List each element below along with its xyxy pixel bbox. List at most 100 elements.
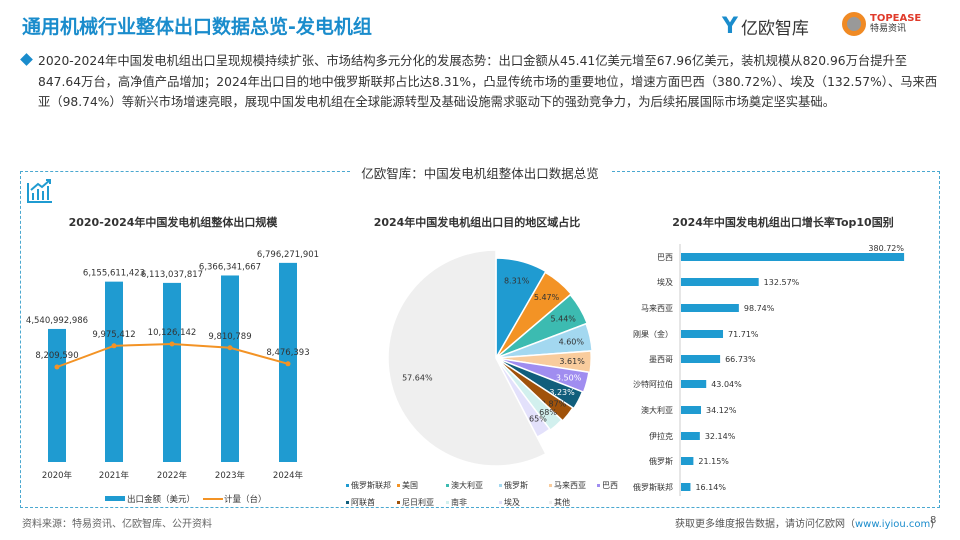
bar-label: 6,155,611,423 — [83, 269, 145, 279]
line-label: 8,209,590 — [35, 351, 78, 361]
chart2-title: 2024年中国发电机组出口目的地区域占比 — [374, 215, 581, 229]
hbar-category: 澳大利亚 — [641, 405, 673, 415]
pie-slice-6 — [495, 357, 584, 410]
chart1-title: 2020-2024年中国发电机组整体出口规模 — [69, 215, 279, 229]
panel-title: 亿欧智库：中国发电机组整体出口数据总览 — [361, 166, 599, 181]
chart-panel — [20, 171, 940, 508]
pie-legend-item: 美国 — [402, 480, 418, 490]
iyiou-logo: Y 亿欧智库 — [722, 14, 809, 39]
pie-legend-item: 埃及 — [504, 497, 520, 507]
chart-icon — [27, 179, 52, 203]
topease-logo: TOPEASE 特易资讯 — [842, 12, 921, 36]
hbar-category: 巴西 — [657, 253, 673, 262]
pie-legend-item: 巴西 — [602, 481, 618, 490]
pie-slice-1 — [495, 271, 573, 359]
pie-slice-10 — [387, 249, 547, 467]
hbar-0 — [681, 253, 905, 261]
source-note: 资料来源：特易资讯、亿欧智库、公开资料 — [22, 519, 212, 530]
legend-swatch-2 — [446, 484, 449, 487]
hbar-label: 21.15% — [698, 457, 729, 466]
x-tick: 2021年 — [99, 470, 130, 481]
pie-slice-2 — [495, 293, 589, 359]
pie-label: 2.65% — [521, 414, 547, 423]
pie-legend-item: 俄罗斯 — [504, 480, 528, 490]
hbar-category: 俄罗斯联邦 — [633, 482, 673, 492]
legend-swatch-3 — [499, 484, 502, 487]
bar-label: 6,796,271,901 — [257, 250, 319, 260]
hbar-4 — [681, 355, 721, 363]
hbar-label: 132.57% — [764, 278, 800, 287]
pie-label: 2.68% — [532, 408, 558, 417]
hbar-label: 66.73% — [725, 355, 756, 364]
pie-label: 8.31% — [504, 277, 530, 286]
legend-bar: 出口金额（美元） — [127, 494, 195, 505]
x-tick: 2023年 — [215, 470, 246, 481]
hbar-8 — [681, 457, 694, 465]
hbar-category: 刚果（金） — [633, 329, 673, 339]
line-label: 10,126,142 — [148, 328, 197, 338]
line-label: 8,476,393 — [266, 348, 309, 358]
bar-label: 6,113,037,817 — [141, 270, 203, 280]
legend-line: 计量（台） — [224, 494, 267, 505]
hbar-category: 俄罗斯 — [649, 456, 673, 466]
legend-swatch-9 — [499, 501, 502, 504]
hbar-category: 沙特阿拉伯 — [633, 379, 673, 389]
line-label: 9,810,789 — [208, 332, 251, 342]
hbar-label: 34.12% — [706, 406, 737, 415]
pie-legend-item: 澳大利亚 — [451, 480, 483, 490]
bar-2 — [163, 282, 181, 462]
pie-legend-item: 南非 — [451, 497, 467, 507]
page-number: 8 — [930, 515, 937, 526]
hbar-label: 16.14% — [695, 483, 726, 492]
chart3-title: 2024年中国发电机组出口增长率Top10国别 — [672, 215, 893, 229]
hbar-label: 32.14% — [705, 432, 736, 441]
pie-label: 3.23% — [549, 388, 575, 397]
iyiou-link[interactable]: www.iyiou.com — [855, 519, 931, 530]
line-point-2 — [169, 341, 175, 347]
page-title: 通用机械行业整体出口数据总览-发电机组 — [22, 16, 372, 38]
hbar-category: 伊拉克 — [649, 431, 673, 441]
bar-3 — [221, 275, 239, 462]
hbar-label: 380.72% — [868, 244, 904, 253]
legend-swatch-7 — [397, 501, 400, 504]
pie-legend-item: 俄罗斯联邦 — [351, 480, 391, 490]
pie-label: 3.61% — [559, 357, 585, 366]
line-point-1 — [111, 343, 117, 349]
pie-legend-item: 阿联酋 — [351, 497, 375, 507]
pie-slice-3 — [495, 322, 593, 359]
hbar-5 — [681, 380, 707, 388]
line-point-0 — [54, 364, 60, 370]
pie-label: 4.60% — [559, 337, 585, 346]
summary-text: 2020-2024年中国发电机组出口呈现规模持续扩张、市场结构多元分化的发展态势… — [20, 51, 942, 113]
x-tick: 2024年 — [273, 470, 304, 481]
pie-label: 5.44% — [550, 314, 576, 323]
hbar-2 — [681, 304, 739, 312]
hbar-9 — [681, 483, 691, 491]
line-point-4 — [285, 361, 291, 367]
hbar-label: 43.04% — [711, 380, 742, 389]
hbar-3 — [681, 330, 724, 338]
hbar-label: 98.74% — [744, 304, 775, 313]
pie-legend-item: 尼日利亚 — [402, 497, 434, 507]
more-info: 获取更多维度报告数据，请访问亿欧网（www.iyiou.com) — [675, 519, 935, 530]
pie-legend-item: 马来西亚 — [554, 481, 586, 490]
legend-swatch-8 — [446, 501, 449, 504]
bar-0 — [48, 328, 66, 462]
hbar-1 — [681, 278, 759, 286]
line-point-3 — [227, 345, 233, 351]
x-tick: 2022年 — [157, 470, 188, 481]
bar-label: 4,540,992,986 — [26, 316, 88, 326]
pie-label: 57.64% — [402, 373, 433, 382]
hbar-7 — [681, 432, 700, 440]
pie-legend-item: 其他 — [554, 497, 570, 507]
legend-swatch-5 — [597, 484, 600, 487]
line-label: 9,975,412 — [92, 330, 135, 340]
legend-swatch-1 — [397, 484, 400, 487]
legend-swatch-10 — [549, 501, 552, 504]
legend-bar-swatch — [105, 496, 125, 501]
legend-swatch-6 — [346, 501, 349, 504]
pie-slice-7 — [495, 357, 574, 422]
hbar-label: 71.71% — [728, 330, 759, 339]
bar-1 — [105, 281, 123, 462]
